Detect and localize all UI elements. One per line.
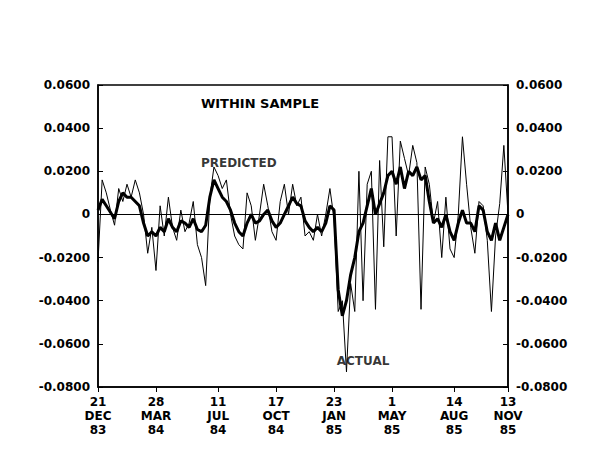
svg-text:OCT: OCT [262, 409, 290, 423]
svg-text:28: 28 [148, 395, 165, 409]
svg-text:0.0200: 0.0200 [516, 164, 562, 178]
svg-text:1: 1 [388, 395, 396, 409]
svg-text:-0.0400: -0.0400 [39, 294, 90, 308]
svg-text:MAR: MAR [141, 409, 171, 423]
svg-text:85: 85 [384, 423, 401, 437]
svg-text:0.0400: 0.0400 [516, 121, 562, 135]
svg-text:0.0400: 0.0400 [44, 121, 90, 135]
svg-text:0.0200: 0.0200 [44, 164, 90, 178]
svg-text:AUG: AUG [440, 409, 469, 423]
svg-text:-0.0400: -0.0400 [516, 294, 567, 308]
svg-text:85: 85 [500, 423, 517, 437]
svg-text:MAY: MAY [378, 409, 407, 423]
svg-text:NOV: NOV [493, 409, 523, 423]
svg-text:DEC: DEC [85, 409, 112, 423]
svg-text:-0.0600: -0.0600 [516, 337, 567, 351]
svg-text:-0.0600: -0.0600 [39, 337, 90, 351]
svg-text:-0.0800: -0.0800 [516, 380, 567, 394]
svg-text:14: 14 [446, 395, 463, 409]
svg-text:11: 11 [210, 395, 227, 409]
svg-text:0: 0 [516, 207, 524, 221]
svg-text:-0.0800: -0.0800 [39, 380, 90, 394]
svg-text:84: 84 [148, 423, 165, 437]
svg-text:0: 0 [82, 207, 90, 221]
svg-text:84: 84 [210, 423, 227, 437]
svg-text:85: 85 [326, 423, 343, 437]
svg-text:0.0600: 0.0600 [516, 78, 562, 92]
svg-text:JAN: JAN [321, 409, 346, 423]
svg-text:-0.0200: -0.0200 [39, 251, 90, 265]
svg-text:84: 84 [268, 423, 285, 437]
svg-text:WITHIN SAMPLE: WITHIN SAMPLE [201, 96, 319, 111]
svg-text:85: 85 [446, 423, 463, 437]
svg-text:-0.0200: -0.0200 [516, 251, 567, 265]
svg-text:PREDICTED: PREDICTED [201, 156, 277, 170]
svg-text:17: 17 [268, 395, 285, 409]
svg-text:13: 13 [500, 395, 517, 409]
svg-text:23: 23 [326, 395, 343, 409]
svg-text:83: 83 [90, 423, 107, 437]
svg-text:JUL: JUL [206, 409, 229, 423]
svg-text:21: 21 [90, 395, 107, 409]
svg-text:0.0600: 0.0600 [44, 78, 90, 92]
svg-text:ACTUAL: ACTUAL [337, 354, 390, 368]
